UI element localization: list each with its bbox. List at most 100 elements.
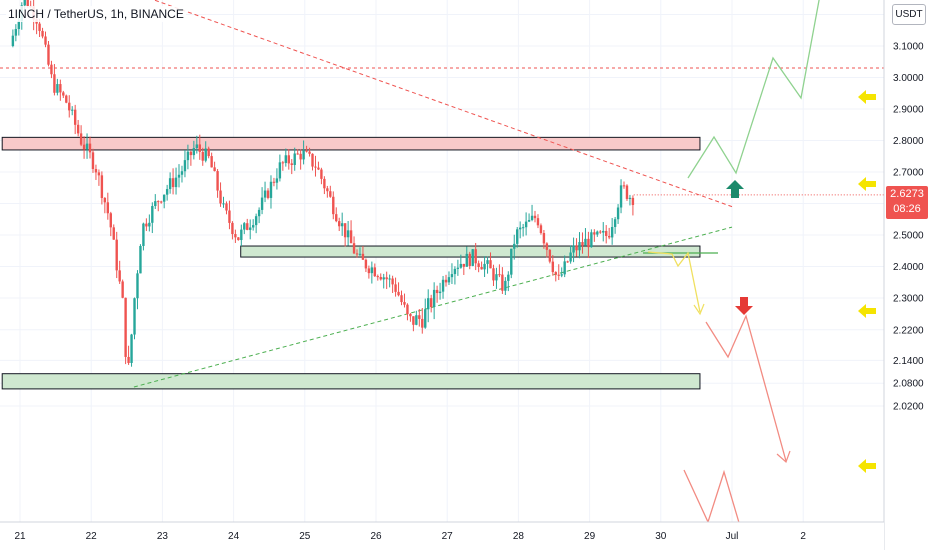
- candle-body: [438, 291, 442, 294]
- candle-body: [118, 270, 121, 282]
- candle-body: [243, 223, 246, 230]
- candle-body: [471, 249, 474, 266]
- candle-body: [174, 177, 178, 188]
- candle-body: [112, 227, 115, 240]
- candle-body: [495, 274, 498, 281]
- candle-body: [367, 268, 371, 274]
- yellow-arrowhead: [693, 303, 705, 316]
- candle-body: [403, 302, 406, 305]
- candle-body: [599, 231, 602, 233]
- candle-body: [278, 162, 282, 179]
- red-projection-1: [705, 314, 787, 462]
- time-tick-label: 27: [442, 531, 454, 542]
- price-tick-label: 2.8000: [893, 136, 924, 147]
- markers: [726, 90, 876, 473]
- candle-body: [240, 229, 243, 241]
- up-arrow-icon: [726, 180, 744, 198]
- candle-body: [71, 109, 74, 111]
- down-arrow-icon: [735, 297, 753, 315]
- candle-body: [343, 223, 347, 238]
- trendlines: [0, 0, 884, 388]
- price-tick-label: 3.0000: [893, 73, 924, 84]
- candle-body: [68, 102, 71, 111]
- candle-body: [246, 223, 249, 230]
- candle-body: [154, 201, 157, 207]
- candle-body: [272, 181, 276, 183]
- candle-body: [91, 152, 95, 169]
- candle-body: [88, 143, 92, 153]
- candle-body: [435, 289, 439, 294]
- candle-body: [370, 267, 374, 274]
- candle-body: [47, 44, 50, 65]
- candle-body: [551, 261, 555, 273]
- currency-button[interactable]: USDT: [892, 4, 926, 25]
- candle-body: [427, 298, 430, 310]
- candle-body: [361, 253, 365, 260]
- candle-body: [510, 248, 513, 275]
- candle-body: [444, 279, 448, 283]
- candle-body: [308, 151, 311, 154]
- candle-body: [251, 225, 255, 228]
- candle-body: [498, 274, 501, 276]
- yellow-arrow-icon: [858, 90, 876, 104]
- candle-body: [109, 213, 112, 228]
- candle-body: [418, 315, 421, 319]
- candle-body: [421, 318, 424, 328]
- time-tick-label: 28: [513, 531, 525, 542]
- candle-body: [97, 172, 101, 176]
- symbol-title: 1INCH / TetherUS, 1h, BINANCE: [6, 6, 186, 22]
- candle-body: [489, 260, 492, 269]
- candle-body: [65, 95, 68, 103]
- candle-body: [320, 169, 323, 179]
- candle-body: [391, 278, 394, 285]
- candle-body: [162, 194, 166, 202]
- candle-body: [121, 281, 124, 298]
- projections: [643, 0, 820, 527]
- candle-body: [148, 222, 151, 227]
- price-tick-label: 2.4000: [893, 262, 924, 273]
- candle-body: [480, 266, 483, 270]
- candle-body: [545, 243, 549, 250]
- candle-body: [157, 201, 160, 203]
- price-tick-label: 2.9000: [893, 105, 924, 116]
- time-tick-label: 26: [370, 531, 382, 542]
- candle-body: [222, 203, 225, 205]
- candle-body: [335, 214, 338, 222]
- candle-body: [516, 229, 519, 244]
- price-tick-label: 2.3000: [893, 294, 924, 305]
- candle-body: [610, 226, 614, 238]
- candle-body: [85, 143, 89, 150]
- candle-body: [180, 171, 184, 175]
- candle-body: [616, 207, 620, 220]
- countdown-timer: 08:26: [893, 202, 921, 215]
- candle-body: [462, 263, 466, 267]
- candle-body: [100, 175, 104, 199]
- ascending-trendline: [133, 226, 733, 388]
- candle-body: [572, 245, 575, 253]
- candle-body: [44, 36, 47, 45]
- price-tick-label: 2.5000: [893, 231, 924, 242]
- candle-body: [249, 227, 252, 230]
- candle-body: [11, 35, 15, 46]
- candle-body: [542, 233, 546, 244]
- candle-body: [486, 260, 489, 264]
- candle-body: [513, 243, 516, 249]
- candle-body: [17, 21, 21, 30]
- candle-body: [133, 298, 136, 335]
- candle-body: [518, 227, 522, 230]
- candle-body: [465, 253, 468, 267]
- yellow-projection: [647, 251, 701, 313]
- candle-body: [186, 151, 190, 161]
- price-tick-label: 2.7000: [893, 168, 924, 179]
- price-tick-label: 2.0800: [893, 379, 924, 390]
- candle-body: [139, 245, 142, 274]
- candle-body: [397, 291, 400, 296]
- candle-body: [581, 242, 584, 246]
- candle-body: [563, 261, 566, 275]
- candle-body: [557, 274, 560, 276]
- candle-body: [219, 190, 222, 204]
- candle-body: [79, 133, 83, 145]
- time-tick-label: 30: [655, 531, 667, 542]
- candle-body: [281, 162, 285, 164]
